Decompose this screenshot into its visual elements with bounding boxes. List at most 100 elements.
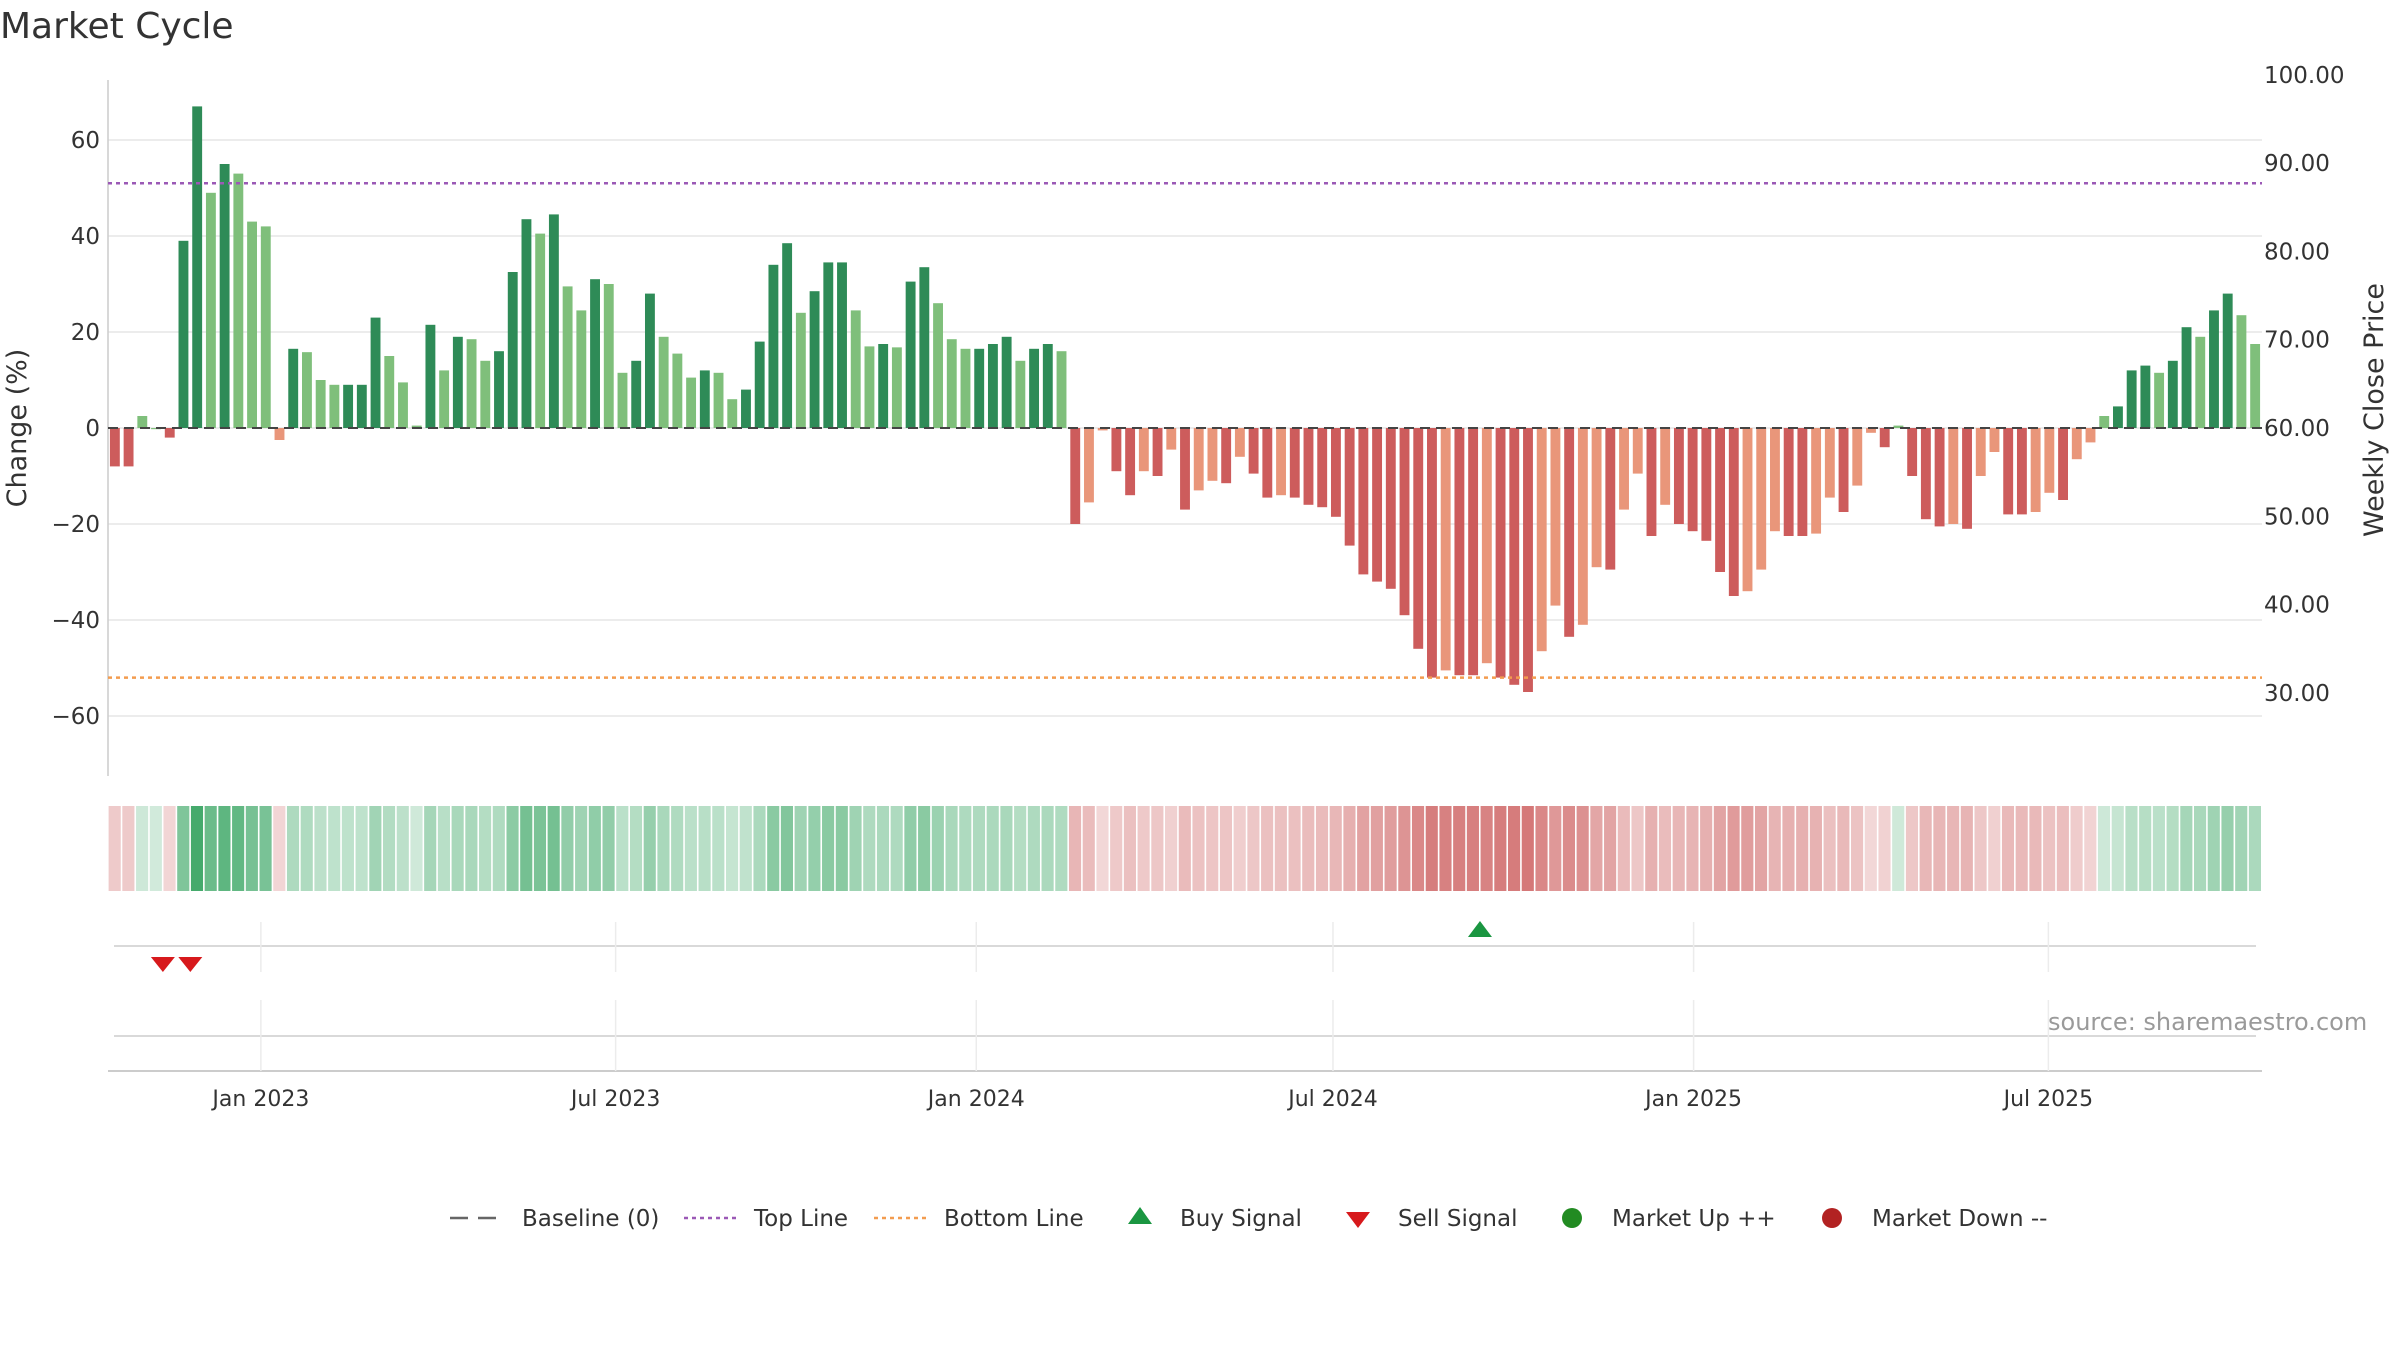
heat-cell	[1466, 806, 1479, 891]
chart-title: Market Cycle	[0, 6, 234, 47]
bar	[713, 372, 724, 428]
heat-cell	[204, 806, 217, 891]
legend-buy-swatch	[1128, 1207, 1152, 1224]
heat-cell	[1219, 806, 1233, 891]
bar	[1276, 428, 1286, 496]
legend-label: Market Up ++	[1612, 1206, 1776, 1232]
heat-cell	[2084, 806, 2097, 891]
heat-cell	[1974, 806, 1987, 891]
heat-cell	[479, 806, 492, 891]
heat-cell	[1082, 806, 1095, 891]
bar	[1084, 428, 1094, 503]
bar	[1317, 428, 1328, 508]
bar	[1056, 351, 1067, 428]
bar	[891, 347, 902, 428]
bar	[2003, 428, 2014, 515]
sell-signal-marker	[178, 957, 203, 972]
bar	[2195, 336, 2206, 428]
heat-cell	[1905, 806, 1919, 891]
bar	[1673, 428, 1684, 524]
bar	[1605, 428, 1616, 570]
heat-cell	[1329, 806, 1342, 891]
bar	[1948, 428, 1959, 524]
bar	[850, 310, 861, 428]
heat-cell	[1041, 806, 1054, 891]
heat-cell	[2139, 806, 2152, 891]
heat-cell	[1590, 806, 1603, 891]
bar	[1536, 428, 1547, 652]
heat-cell	[122, 806, 135, 891]
x-tick-label: Jul 2024	[1286, 1087, 1378, 1112]
heat-cell	[2166, 806, 2179, 891]
heat-cell	[1645, 806, 1658, 891]
heat-cell	[259, 806, 272, 891]
heat-cell	[1617, 806, 1630, 891]
bar	[247, 221, 257, 428]
heat-cell	[2043, 806, 2056, 891]
bar	[590, 279, 600, 428]
bar	[878, 344, 889, 428]
bar	[535, 233, 546, 428]
heat-cell	[1823, 806, 1836, 891]
bar	[1577, 428, 1588, 625]
heat-cell	[273, 806, 286, 891]
bar	[452, 336, 463, 428]
heat-cell	[2015, 806, 2028, 891]
bar	[1303, 428, 1314, 505]
heat-cell	[1027, 806, 1040, 891]
bar	[1372, 428, 1383, 582]
heat-cell	[616, 806, 629, 891]
heat-cell	[1206, 806, 1219, 891]
heat-cell	[1919, 806, 1932, 891]
bar	[2044, 428, 2055, 493]
bar	[1989, 428, 2000, 452]
bar	[1330, 428, 1341, 517]
heat-cell	[2152, 806, 2165, 891]
heat-cell	[876, 806, 890, 891]
bar	[260, 226, 271, 428]
bar	[2113, 406, 2123, 428]
heat-cell	[437, 806, 450, 891]
heat-cell	[1576, 806, 1589, 891]
heat-cell	[890, 806, 903, 891]
heat-cell	[341, 806, 354, 891]
heat-cell	[698, 806, 711, 891]
bar	[1070, 428, 1081, 524]
heat-cell	[1137, 806, 1150, 891]
heat-cell	[1864, 806, 1877, 891]
x-tick-label: Jul 2023	[569, 1087, 661, 1112]
bar	[2250, 344, 2261, 428]
buy-signal-marker	[1467, 921, 1492, 937]
bar	[1495, 428, 1506, 678]
bar	[1399, 428, 1410, 616]
heat-cell	[1809, 806, 1822, 891]
legend-sell-swatch	[1346, 1212, 1370, 1228]
heat-cell	[1535, 806, 1548, 891]
heat-cell	[2235, 806, 2248, 891]
bar	[809, 291, 820, 428]
bar	[494, 351, 504, 428]
bar	[1715, 428, 1726, 572]
heat-cell	[1453, 806, 1466, 891]
bar	[1440, 428, 1451, 671]
bar	[946, 339, 957, 428]
bar	[507, 272, 518, 428]
bar	[782, 243, 793, 428]
heat-cell	[2180, 806, 2193, 891]
y2-tick-label: 40.00	[2264, 593, 2330, 619]
bar	[370, 317, 381, 428]
y2-tick-label: 70.00	[2264, 328, 2330, 354]
bar	[521, 219, 532, 428]
heat-cell	[314, 806, 327, 891]
heat-cell	[1741, 806, 1754, 891]
heat-cell	[972, 806, 986, 891]
heat-cell	[2194, 806, 2207, 891]
bar	[2058, 428, 2068, 500]
heat-cell	[904, 806, 917, 891]
heat-cell	[424, 806, 437, 891]
heat-cell	[2070, 806, 2083, 891]
heat-cell	[808, 806, 821, 891]
heat-cell	[2207, 806, 2220, 891]
heat-cell	[643, 806, 656, 891]
